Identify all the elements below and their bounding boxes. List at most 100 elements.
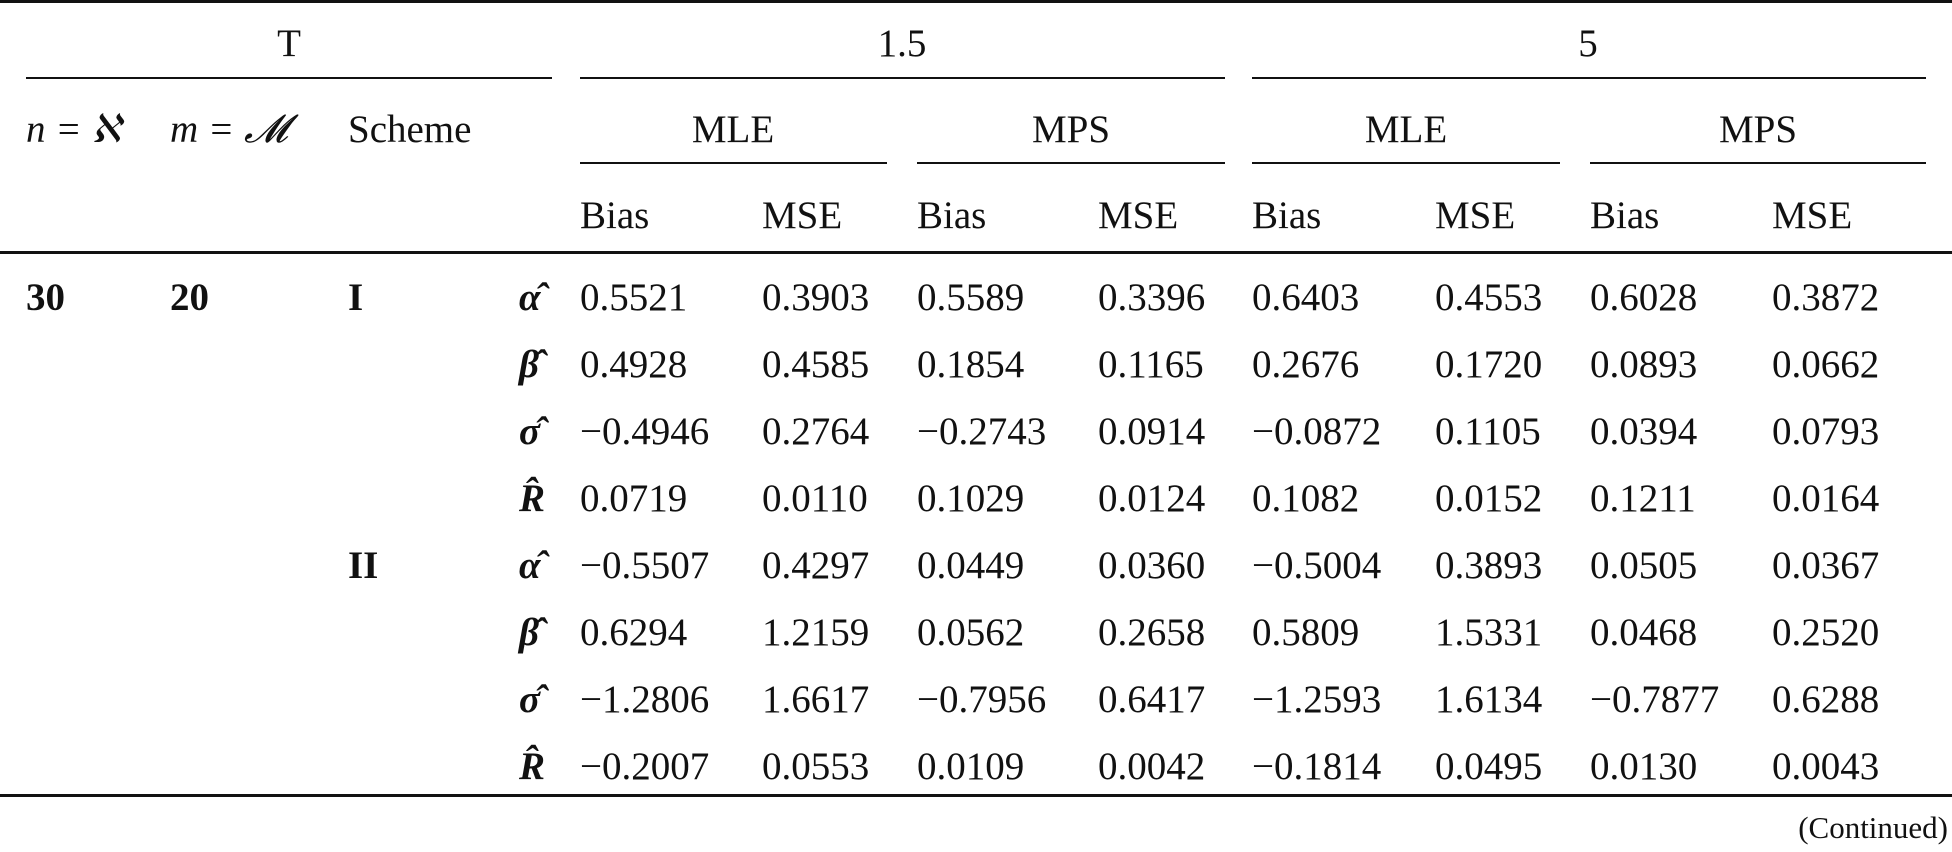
sigma-hat-symbol: σ̂ xyxy=(519,678,541,721)
table-cell: 0.3872 xyxy=(1772,276,1880,319)
t15-underline xyxy=(580,77,1225,79)
table-cell: 0.0553 xyxy=(762,745,870,788)
method-header-mle-2: MLE xyxy=(1364,108,1448,151)
metric-header: MSE xyxy=(1772,194,1853,237)
table-cell: 0.1211 xyxy=(1590,477,1696,520)
table-cell: 0.0893 xyxy=(1590,343,1698,386)
n-value: 30 xyxy=(26,276,65,319)
table-row: II α̂ −0.5507 0.4297 0.0449 0.0360 −0.50… xyxy=(0,546,1952,596)
mps1-underline xyxy=(917,162,1225,164)
table-cell: 0.0394 xyxy=(1590,410,1698,453)
table-row: β̂ 0.6294 1.2159 0.0562 0.2658 0.5809 1.… xyxy=(0,613,1952,663)
metric-header: Bias xyxy=(1252,194,1322,237)
table-cell: 0.0360 xyxy=(1098,544,1206,587)
table-cell: 0.6417 xyxy=(1098,678,1206,721)
table-cell: 0.1165 xyxy=(1098,343,1204,386)
mle1-underline xyxy=(580,162,887,164)
table-cell: −0.4946 xyxy=(580,410,710,453)
header-bottom-rule xyxy=(0,251,1952,254)
beta-hat-symbol: β̂ xyxy=(519,343,539,386)
table-cell: 0.4553 xyxy=(1435,276,1543,319)
table-row: I α̂ 0.5521 0.3903 0.5589 0.3396 0.6403 … xyxy=(0,278,1952,328)
table-cell: 0.0468 xyxy=(1590,611,1698,654)
table-cell: 0.0109 xyxy=(917,745,1025,788)
alpha-hat-symbol: α̂ xyxy=(519,276,541,319)
table-cell: 0.6403 xyxy=(1252,276,1360,319)
table-cell: 0.1854 xyxy=(917,343,1025,386)
table-cell: 0.3903 xyxy=(762,276,870,319)
mps2-underline xyxy=(1590,162,1926,164)
table-cell: 0.0124 xyxy=(1098,477,1206,520)
table-cell: 0.1720 xyxy=(1435,343,1543,386)
table-cell: 0.0562 xyxy=(917,611,1025,654)
table-cell: 0.0495 xyxy=(1435,745,1543,788)
table-cell: 0.1029 xyxy=(917,477,1025,520)
table-cell: −0.5004 xyxy=(1252,544,1382,587)
table-cell: 1.6617 xyxy=(762,678,870,721)
table-cell: 0.0914 xyxy=(1098,410,1206,453)
table-cell: 0.0449 xyxy=(917,544,1025,587)
scheme-label: I xyxy=(348,276,364,319)
table-row: β̂ 0.4928 0.4585 0.1854 0.1165 0.2676 0.… xyxy=(0,345,1952,395)
table-cell: 0.0130 xyxy=(1590,745,1698,788)
table-cell: 0.5521 xyxy=(580,276,688,319)
table-cell: 0.6028 xyxy=(1590,276,1698,319)
table-cell: −0.2743 xyxy=(917,410,1047,453)
top-rule xyxy=(0,0,1952,3)
scheme-header: Scheme xyxy=(348,108,472,151)
table-row: σ̂ −1.2806 1.6617 −0.7956 0.6417 −1.2593… xyxy=(0,680,1952,730)
method-header-mle-1: MLE xyxy=(691,108,775,151)
table-cell: 0.0110 xyxy=(762,477,868,520)
t-value-1.5: 1.5 xyxy=(877,22,927,65)
metric-header: MSE xyxy=(1435,194,1516,237)
table-cell: 0.5809 xyxy=(1252,611,1360,654)
table-cell: 0.0505 xyxy=(1590,544,1698,587)
m-header: m = 𝓜 xyxy=(170,108,288,151)
table-cell: 0.1105 xyxy=(1435,410,1541,453)
table-cell: 0.4928 xyxy=(580,343,688,386)
table-cell: −0.5507 xyxy=(580,544,710,587)
r-hat-symbol: R̂ xyxy=(519,477,546,520)
table-cell: 1.2159 xyxy=(762,611,870,654)
table-cell: 0.1082 xyxy=(1252,477,1360,520)
m-value: 20 xyxy=(170,276,209,319)
alpha-hat-symbol: α̂ xyxy=(519,544,541,587)
table-cell: 0.0043 xyxy=(1772,745,1880,788)
t5-underline xyxy=(1252,77,1926,79)
table-row: R̂ 0.0719 0.0110 0.1029 0.0124 0.1082 0.… xyxy=(0,479,1952,529)
t-underline xyxy=(26,77,552,79)
table-cell: 0.0719 xyxy=(580,477,688,520)
table-cell: 0.5589 xyxy=(917,276,1025,319)
table-cell: −0.2007 xyxy=(580,745,710,788)
table-cell: 0.0042 xyxy=(1098,745,1206,788)
table-cell: 0.2764 xyxy=(762,410,870,453)
table-cell: 0.6288 xyxy=(1772,678,1880,721)
metric-header: Bias xyxy=(917,194,987,237)
table-cell: 0.2676 xyxy=(1252,343,1360,386)
mle2-underline xyxy=(1252,162,1560,164)
method-header-mps-2: MPS xyxy=(1718,108,1798,151)
table-cell: 0.0662 xyxy=(1772,343,1880,386)
table-cell: −0.7877 xyxy=(1590,678,1720,721)
table-cell: 0.0164 xyxy=(1772,477,1880,520)
table-cell: −1.2806 xyxy=(580,678,710,721)
table-cell: −0.0872 xyxy=(1252,410,1382,453)
table-bottom-rule xyxy=(0,794,1952,797)
continued-note: (Continued) xyxy=(1798,810,1948,845)
table-cell: 1.5331 xyxy=(1435,611,1543,654)
method-header-mps-1: MPS xyxy=(1031,108,1111,151)
table-cell: −1.2593 xyxy=(1252,678,1382,721)
t-header: T xyxy=(277,22,301,65)
table-row: R̂ −0.2007 0.0553 0.0109 0.0042 −0.1814 … xyxy=(0,747,1952,797)
table-cell: 0.0152 xyxy=(1435,477,1543,520)
table-cell: 0.2658 xyxy=(1098,611,1206,654)
t-value-5: 5 xyxy=(1578,22,1598,65)
metric-header: MSE xyxy=(762,194,843,237)
scheme-label: II xyxy=(348,544,379,587)
table-cell: 0.6294 xyxy=(580,611,688,654)
table-cell: −0.7956 xyxy=(917,678,1047,721)
table-cell: 0.4585 xyxy=(762,343,870,386)
table-cell: −0.1814 xyxy=(1252,745,1382,788)
table-cell: 0.3396 xyxy=(1098,276,1206,319)
metric-header: Bias xyxy=(580,194,650,237)
